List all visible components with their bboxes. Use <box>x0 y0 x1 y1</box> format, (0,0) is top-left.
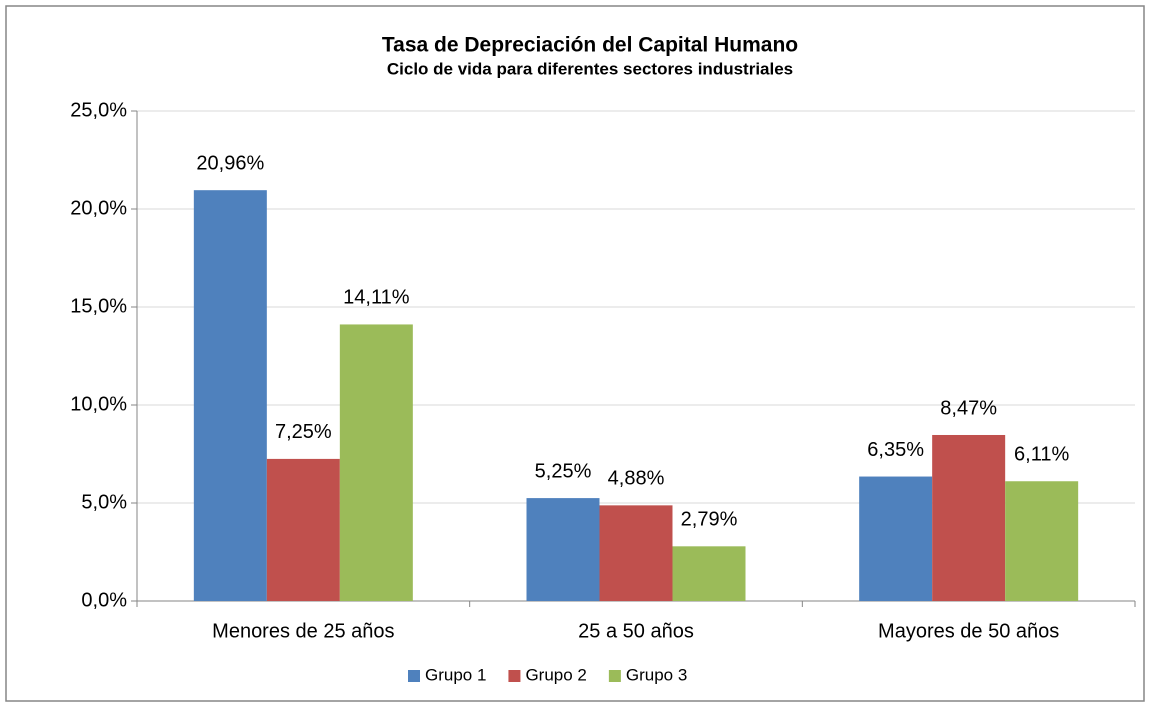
y-tick-label: 25,0% <box>70 99 127 121</box>
data-label: 4,88% <box>608 468 665 490</box>
data-label: 8,47% <box>940 397 997 419</box>
y-tick-label: 5,0% <box>81 491 127 513</box>
bar <box>672 546 746 601</box>
y-tick-label: 0,0% <box>81 589 127 611</box>
legend-swatch <box>608 670 621 682</box>
legend-label: Grupo 3 <box>626 665 687 684</box>
x-tick-label: 25 a 50 años <box>578 620 694 642</box>
bar <box>339 324 413 601</box>
data-label: 6,35% <box>867 439 924 461</box>
bar <box>599 505 673 601</box>
bar <box>859 476 933 601</box>
y-tick-label: 10,0% <box>70 393 127 415</box>
legend-label: Grupo 1 <box>425 665 486 684</box>
bar <box>526 498 600 601</box>
legend-swatch <box>508 670 521 682</box>
legend-label: Grupo 2 <box>525 665 586 684</box>
bar <box>1005 481 1079 601</box>
data-label: 6,11% <box>1014 444 1069 466</box>
y-tick-label: 20,0% <box>70 197 127 219</box>
data-label: 7,25% <box>275 421 332 443</box>
data-label: 2,79% <box>681 509 738 531</box>
bar <box>193 190 267 601</box>
x-tick-label: Menores de 25 años <box>212 620 394 642</box>
chart-title: Tasa de Depreciación del Capital Humano <box>382 34 798 57</box>
y-tick-label: 15,0% <box>70 295 127 317</box>
data-label: 14,11% <box>343 287 410 309</box>
legend-swatch <box>408 670 420 682</box>
x-tick-label: Mayores de 50 años <box>878 620 1059 642</box>
chart-subtitle: Ciclo de vida para diferentes sectores i… <box>387 59 793 78</box>
bar <box>932 434 1006 601</box>
data-label: 5,25% <box>535 460 592 482</box>
bar <box>266 458 340 601</box>
data-label: 20,96% <box>196 152 264 174</box>
